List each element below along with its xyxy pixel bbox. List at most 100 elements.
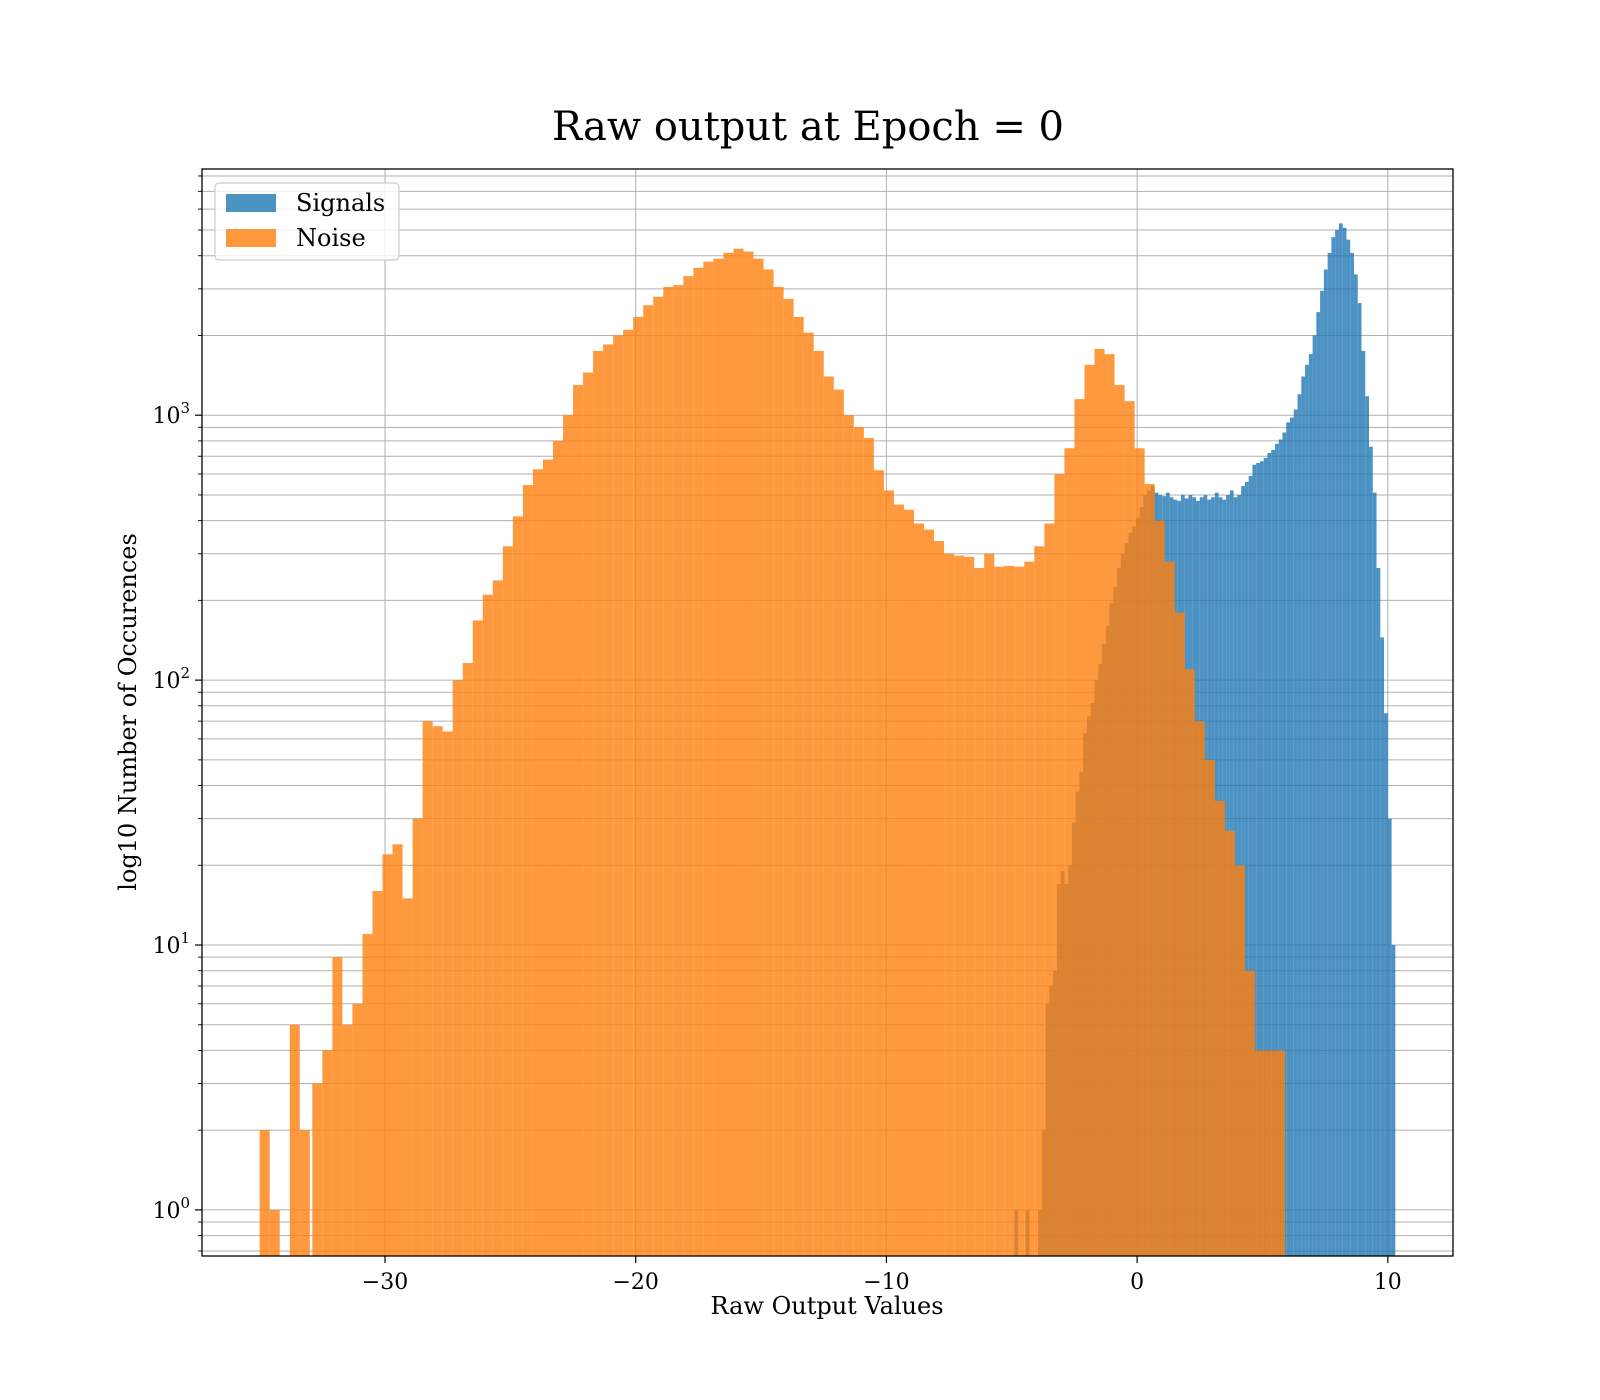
histogram-bar [269, 1209, 280, 1256]
histogram-bar [362, 934, 373, 1256]
histogram-bar [843, 415, 854, 1257]
histogram-bar [482, 594, 493, 1256]
histogram-bar [299, 1130, 310, 1256]
histogram-bar [1331, 237, 1336, 1256]
histogram-bar [1369, 446, 1373, 1256]
histogram-bar [913, 523, 925, 1256]
histogram-bar [442, 731, 453, 1256]
histogram-bar [1124, 401, 1135, 1257]
histogram-bar [512, 516, 523, 1256]
histogram-bar [502, 546, 513, 1256]
histogram-bar [342, 1024, 353, 1256]
histogram-bar [1376, 567, 1381, 1256]
histogram-bar [974, 567, 985, 1256]
histogram-bar [803, 332, 814, 1256]
histogram-bar [452, 680, 463, 1256]
histogram-bar [593, 350, 604, 1257]
histogram-bar [1248, 475, 1253, 1256]
histogram-bar [833, 389, 844, 1256]
histogram-bar [1384, 713, 1388, 1256]
histogram-bar [1054, 473, 1065, 1257]
histogram-bar [1293, 409, 1298, 1257]
histogram-bar [1320, 290, 1324, 1256]
legend-swatch-signals [226, 194, 276, 212]
x-ticks: −30 −20 −10 0 10 [362, 1256, 1402, 1295]
histogram-bar [522, 485, 533, 1256]
histogram-bar [462, 663, 473, 1256]
histogram-bar [1064, 448, 1075, 1256]
y-axis-label: log10 Number of Occurences [114, 533, 142, 891]
histogram-bar [1254, 1050, 1265, 1256]
histogram-bar [984, 553, 995, 1256]
histogram-bar [1154, 520, 1165, 1256]
histogram-bar [422, 721, 433, 1256]
histogram-bar [392, 844, 403, 1256]
histogram-bar [733, 248, 744, 1256]
histogram-bar [1380, 637, 1385, 1256]
histogram-bar [542, 459, 553, 1257]
histogram-bar [753, 258, 764, 1256]
histogram-bar [1361, 350, 1366, 1257]
histogram-bar [1244, 481, 1249, 1256]
histogram-bar [1372, 492, 1377, 1256]
histogram-bar [1271, 449, 1276, 1256]
histogram-bar [863, 438, 874, 1256]
histogram-bar [492, 580, 503, 1256]
histogram-bar [573, 385, 584, 1256]
histogram-bar [1024, 561, 1035, 1256]
histogram-bar [1004, 565, 1015, 1256]
histogram-bar [653, 296, 664, 1256]
histogram-bar [994, 566, 1005, 1256]
x-tick-label: 0 [1130, 1270, 1144, 1295]
histogram-bar [1342, 227, 1347, 1256]
histogram-bar [1275, 1050, 1286, 1256]
y-tick-label: 102 [152, 664, 190, 694]
histogram-bar [1308, 354, 1313, 1256]
histogram-bar [1357, 303, 1362, 1256]
histogram-bar [853, 427, 864, 1256]
histogram-bar [903, 509, 914, 1256]
histogram-bar [964, 556, 975, 1256]
histogram-bar [703, 261, 714, 1256]
histogram-bar [1346, 239, 1351, 1257]
histogram-bar [332, 957, 343, 1256]
legend-swatch-noise [226, 229, 276, 247]
histogram-bar [1365, 396, 1370, 1256]
histogram-bar [1353, 274, 1358, 1257]
histogram-bar [873, 470, 884, 1256]
histogram-bar [472, 620, 483, 1256]
histogram-bar [944, 553, 955, 1256]
histogram-bar [1034, 546, 1045, 1256]
histogram-bar [1144, 483, 1155, 1256]
histogram-bar [372, 890, 383, 1256]
x-tick-label: 10 [1374, 1270, 1402, 1295]
histogram-bar [1282, 432, 1287, 1256]
histogram-bar [312, 1083, 323, 1256]
plot-frame [201, 168, 1454, 1257]
histogram-bar [1204, 759, 1215, 1256]
histogram-bar [1244, 970, 1255, 1256]
y-ticks: 100 101 102 103 [152, 175, 202, 1252]
histogram-bar [1323, 269, 1328, 1256]
histogram-bar [883, 490, 894, 1256]
histogram-bar [1290, 417, 1294, 1256]
histogram-bar [532, 469, 543, 1256]
histogram-bar [954, 555, 965, 1256]
histogram-bar [1224, 830, 1235, 1256]
histogram-bar [613, 335, 624, 1256]
histogram-bar [743, 251, 754, 1257]
histogram-bar [673, 285, 684, 1256]
histogram-bar [1305, 364, 1309, 1256]
histogram-bar [1278, 439, 1283, 1256]
histogram-bar [773, 286, 784, 1256]
y-tick-label: 100 [152, 1194, 190, 1224]
x-tick-label: −10 [863, 1270, 909, 1295]
histogram-bar [1234, 865, 1245, 1256]
legend-label-noise: Noise [296, 224, 366, 252]
histogram-bar [1312, 335, 1317, 1256]
histogram-bar [1074, 399, 1085, 1256]
histogram-bar [1327, 252, 1332, 1257]
histogram-bar [1387, 818, 1392, 1256]
histogram-bar [683, 276, 694, 1256]
